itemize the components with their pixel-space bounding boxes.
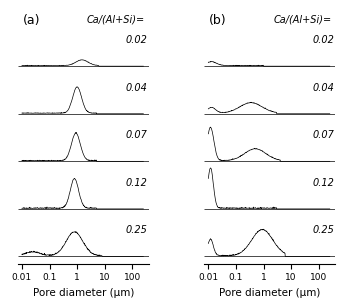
X-axis label: Pore diameter (μm): Pore diameter (μm) [32, 288, 134, 298]
Text: 0.02: 0.02 [312, 35, 334, 45]
Text: 0.04: 0.04 [126, 83, 148, 93]
Text: 0.25: 0.25 [312, 225, 334, 235]
Text: Ca/(Al+Si)=: Ca/(Al+Si)= [273, 14, 331, 24]
Text: 0.07: 0.07 [126, 130, 148, 140]
Text: Ca/(Al+Si)=: Ca/(Al+Si)= [87, 14, 145, 24]
Text: 0.07: 0.07 [312, 130, 334, 140]
Text: (a): (a) [23, 14, 40, 27]
Text: 0.02: 0.02 [126, 35, 148, 45]
Text: 0.25: 0.25 [126, 225, 148, 235]
Text: 0.12: 0.12 [126, 178, 148, 188]
Text: 0.04: 0.04 [312, 83, 334, 93]
Text: (b): (b) [209, 14, 227, 27]
Text: 0.12: 0.12 [312, 178, 334, 188]
X-axis label: Pore diameter (μm): Pore diameter (μm) [219, 288, 321, 298]
